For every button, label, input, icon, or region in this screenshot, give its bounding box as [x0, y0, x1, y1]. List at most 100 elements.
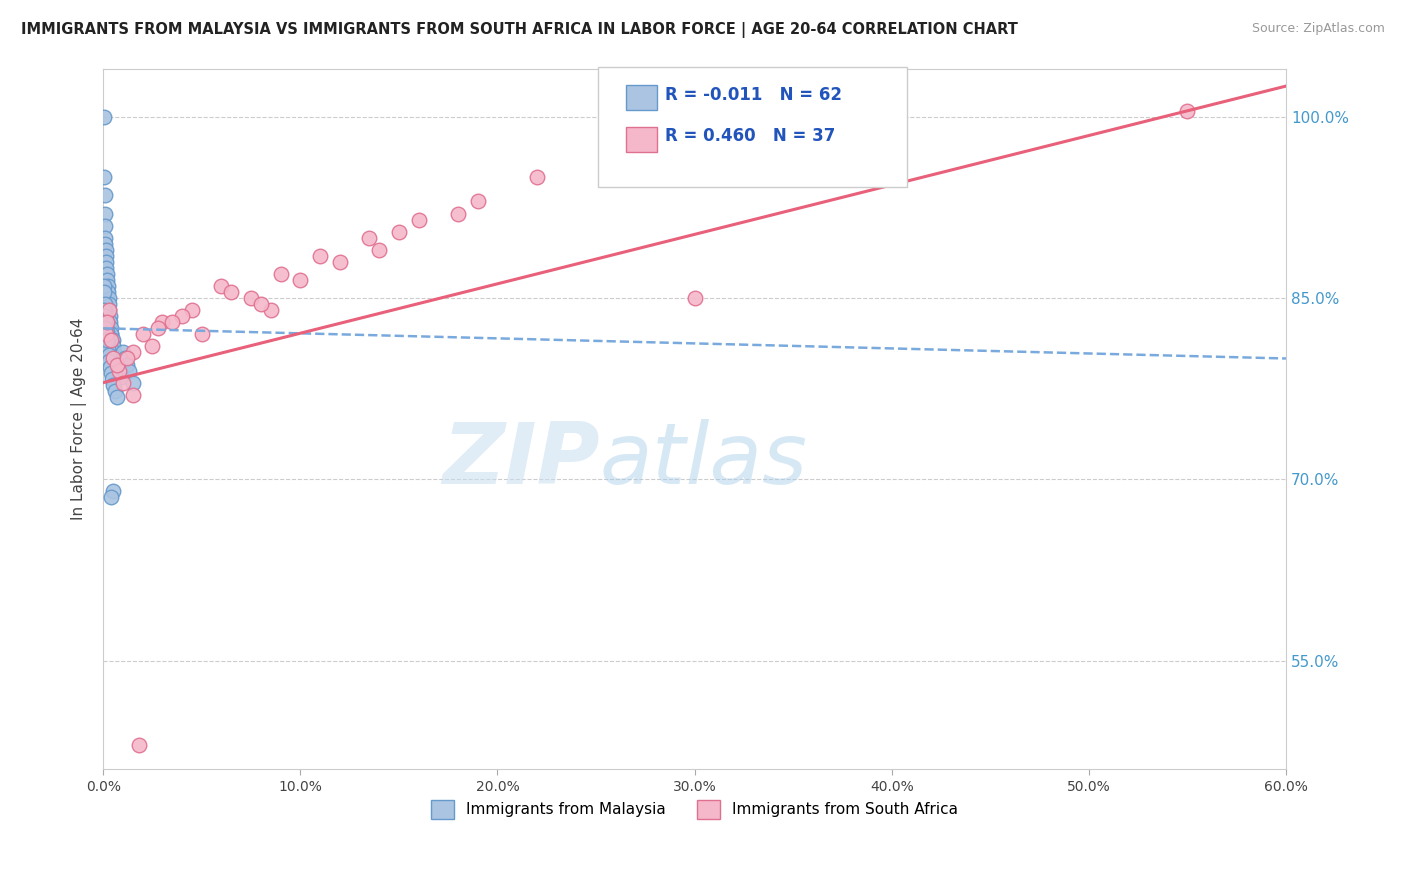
Point	[93, 170, 115, 185]
Point	[96, 273, 118, 287]
Point	[290, 273, 312, 287]
Point	[128, 738, 150, 752]
Point	[97, 291, 120, 305]
Point	[103, 339, 125, 353]
Point	[93, 303, 115, 318]
Point	[101, 334, 124, 348]
Point	[101, 378, 124, 392]
Y-axis label: In Labor Force | Age 20-64: In Labor Force | Age 20-64	[72, 318, 87, 520]
Point	[115, 358, 138, 372]
Point	[115, 351, 138, 366]
Point	[121, 388, 143, 402]
Point	[260, 303, 283, 318]
Point	[98, 303, 121, 318]
Point	[160, 315, 183, 329]
Point	[97, 348, 120, 362]
Point	[100, 327, 122, 342]
Point	[683, 291, 706, 305]
Point	[121, 376, 143, 390]
Point	[111, 345, 134, 359]
Text: atlas: atlas	[600, 419, 808, 502]
Point	[98, 359, 121, 374]
Point	[467, 194, 489, 209]
Point	[101, 351, 124, 366]
Point	[96, 260, 118, 275]
Point	[94, 321, 117, 335]
Point	[191, 327, 214, 342]
Point	[105, 390, 128, 404]
Point	[104, 384, 127, 398]
Point	[111, 376, 134, 390]
Point	[141, 339, 163, 353]
Point	[526, 170, 548, 185]
Point	[211, 279, 233, 293]
Point	[96, 255, 118, 269]
Point	[96, 325, 118, 339]
Point	[96, 334, 118, 348]
Point	[96, 327, 118, 342]
Point	[94, 206, 117, 220]
Point	[94, 315, 117, 329]
Point	[98, 303, 121, 318]
Point	[100, 366, 122, 380]
Point	[98, 315, 121, 329]
Point	[250, 297, 273, 311]
Text: IMMIGRANTS FROM MALAYSIA VS IMMIGRANTS FROM SOUTH AFRICA IN LABOR FORCE | AGE 20: IMMIGRANTS FROM MALAYSIA VS IMMIGRANTS F…	[21, 22, 1018, 38]
Text: Source: ZipAtlas.com: Source: ZipAtlas.com	[1251, 22, 1385, 36]
Point	[104, 351, 127, 366]
Text: R = 0.460   N = 37: R = 0.460 N = 37	[665, 128, 835, 145]
Point	[97, 285, 120, 299]
Point	[96, 267, 118, 281]
Point	[110, 369, 132, 384]
Point	[98, 309, 121, 323]
Point	[93, 110, 115, 124]
Point	[101, 334, 124, 348]
Point	[93, 309, 115, 323]
Point	[108, 363, 131, 377]
Point	[309, 249, 332, 263]
Point	[94, 230, 117, 244]
Point	[101, 339, 124, 353]
Point	[105, 351, 128, 366]
Point	[101, 484, 124, 499]
Point	[359, 230, 381, 244]
Point	[94, 297, 117, 311]
Point	[103, 345, 125, 359]
Point	[105, 358, 128, 372]
Point	[97, 297, 120, 311]
Text: ZIP: ZIP	[443, 419, 600, 502]
Point	[100, 321, 122, 335]
Point	[94, 327, 117, 342]
Point	[118, 363, 141, 377]
Point	[93, 279, 115, 293]
Point	[97, 342, 120, 356]
Point	[93, 285, 115, 299]
Point	[170, 309, 193, 323]
Point	[150, 315, 173, 329]
Point	[121, 345, 143, 359]
Point	[131, 327, 153, 342]
Point	[94, 249, 117, 263]
Point	[96, 315, 118, 329]
Point	[388, 225, 411, 239]
Point	[96, 279, 118, 293]
Point	[100, 327, 122, 342]
Point	[98, 354, 121, 368]
Point	[94, 305, 117, 319]
Point	[408, 212, 430, 227]
Point	[94, 219, 117, 233]
Point	[221, 285, 243, 299]
Point	[96, 318, 118, 332]
Point	[148, 321, 170, 335]
Point	[100, 491, 122, 505]
Point	[447, 206, 470, 220]
Point	[94, 236, 117, 251]
Point	[240, 291, 263, 305]
Point	[96, 335, 118, 350]
Point	[96, 330, 118, 344]
Point	[93, 188, 115, 202]
Point	[329, 255, 352, 269]
Text: R = -0.011   N = 62: R = -0.011 N = 62	[665, 87, 842, 104]
Point	[100, 334, 122, 348]
Point	[180, 303, 202, 318]
